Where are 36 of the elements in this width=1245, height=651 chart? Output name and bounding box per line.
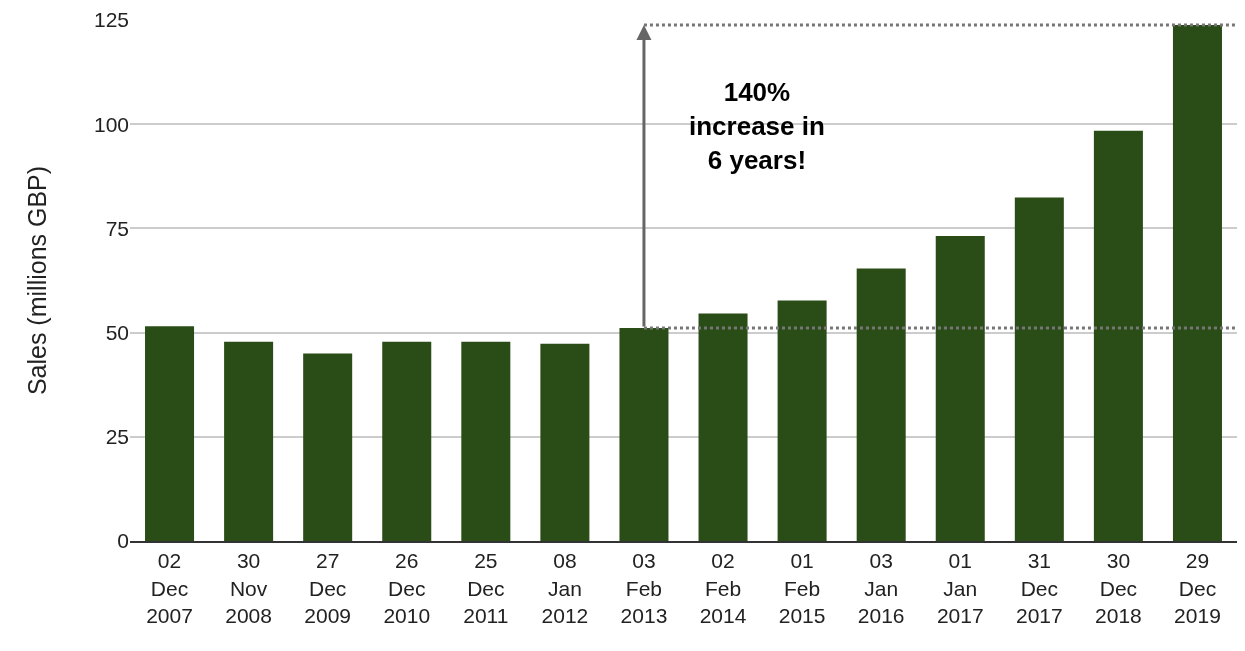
annotation: 140% increase in 6 years!: [689, 77, 825, 175]
bar: [698, 313, 748, 541]
x-tick-label: 02 Dec 2007: [146, 549, 193, 627]
bar: [1014, 197, 1064, 541]
bar: [303, 353, 353, 541]
x-tick-label: 30 Nov 2008: [225, 549, 272, 627]
x-tick-label: 03 Jan 2016: [857, 549, 905, 627]
x-tick-label: 29 Dec 2019: [1174, 549, 1221, 627]
bar: [540, 343, 590, 541]
x-tick-label: 03 Feb 2013: [620, 549, 668, 627]
x-tick-label: 27 Dec 2009: [304, 549, 352, 627]
bar: [856, 268, 906, 541]
bar: [619, 328, 669, 541]
y-tick-label: 0: [117, 529, 129, 553]
x-tick-label: 31 Dec 2017: [1015, 549, 1063, 627]
bar: [382, 341, 432, 541]
x-tick-label: 30 Dec 2018: [1095, 549, 1142, 627]
y-tick-label: 125: [93, 8, 129, 32]
x-tick-label: 25 Dec 2011: [463, 549, 509, 627]
y-axis-title: Sales (millions GBP): [22, 165, 51, 396]
bar: [777, 300, 827, 541]
x-tick-label: 08 Jan 2012: [541, 549, 589, 627]
bar: [935, 235, 985, 541]
bar: [1093, 130, 1143, 541]
y-tick-label: 50: [105, 320, 129, 344]
bar: [1172, 25, 1222, 541]
bar: [145, 326, 195, 541]
x-tick-label: 01 Jan 2017: [936, 549, 984, 627]
x-tick-label: 01 Feb 2015: [778, 549, 826, 627]
y-tick-label: 25: [105, 425, 129, 449]
y-tick-label: 100: [93, 112, 129, 136]
bar: [224, 341, 274, 541]
bar: [461, 341, 511, 541]
x-tick-label: 02 Feb 2014: [699, 549, 747, 627]
x-tick-label: 26 Dec 2010: [383, 549, 431, 627]
y-tick-label: 75: [105, 216, 129, 240]
